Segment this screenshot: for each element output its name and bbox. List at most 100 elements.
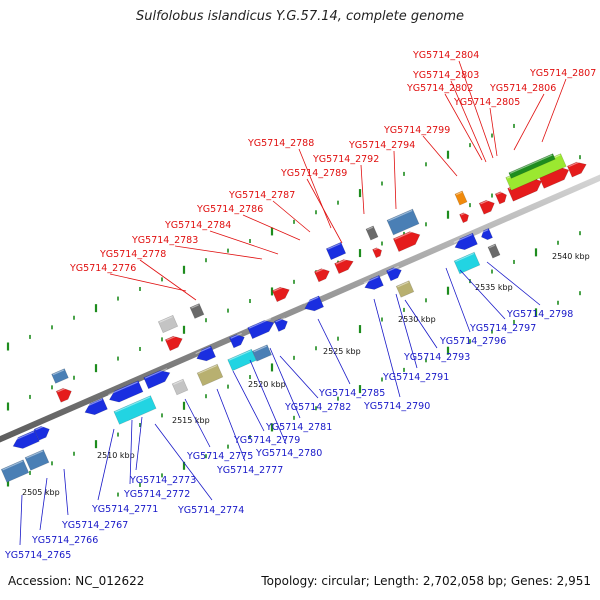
leader-line bbox=[317, 318, 351, 385]
leader-line bbox=[154, 423, 213, 501]
gene-label-top: YG5714_2805 bbox=[453, 97, 520, 108]
dark-gene-feature bbox=[189, 303, 205, 319]
kbp-label: 2540 kbp bbox=[552, 252, 590, 261]
gene-label-bottom: YG5714_2773 bbox=[129, 475, 196, 486]
steel-gene-feature bbox=[386, 208, 420, 236]
gene-label-top: YG5714_2802 bbox=[406, 83, 473, 94]
gene-label-bottom: YG5714_2781 bbox=[265, 422, 332, 433]
gene-label-bottom: YG5714_2797 bbox=[469, 323, 536, 334]
leader-line bbox=[458, 60, 494, 159]
gene-label-top: YG5714_2806 bbox=[489, 83, 556, 94]
gene-label-bottom: YG5714_2798 bbox=[506, 309, 573, 320]
gene-label-bottom: YG5714_2782 bbox=[284, 402, 351, 413]
leader-line bbox=[97, 428, 115, 501]
gene-label-top: YG5714_2792 bbox=[312, 154, 379, 165]
blue-gene-feature bbox=[11, 429, 40, 449]
gene-label-bottom: YG5714_2766 bbox=[31, 535, 98, 546]
gene-label-top: YG5714_2807 bbox=[529, 68, 596, 79]
gene-label-top: YG5714_2789 bbox=[280, 168, 347, 179]
leader-line bbox=[129, 419, 133, 485]
leader-line bbox=[184, 398, 211, 448]
kbp-label: 2510 kbp bbox=[97, 451, 135, 460]
blue-gene-feature bbox=[143, 368, 171, 390]
gene-label-bottom: YG5714_2785 bbox=[318, 388, 385, 399]
blue-gene-feature bbox=[273, 317, 288, 332]
blue-gene-feature bbox=[108, 380, 144, 403]
steel-gene-feature bbox=[51, 368, 69, 384]
leader-line bbox=[486, 261, 541, 306]
gene-label-bottom: YG5714_2771 bbox=[91, 504, 158, 515]
leader-line bbox=[459, 269, 506, 320]
red-gene-feature bbox=[566, 159, 587, 178]
tick-tracks: 2505 kbp 2510 kbp 2515 kbp 2520 kbp 2525 kbp… bbox=[6, 123, 590, 497]
green-gene-feature bbox=[508, 153, 556, 179]
gene-label-bottom: YG5714_2796 bbox=[439, 336, 506, 347]
gene-label-top: YG5714_2794 bbox=[348, 140, 415, 151]
leader-line bbox=[444, 93, 483, 161]
cyan-gene-feature bbox=[227, 348, 257, 372]
gene-label-top: YG5714_2787 bbox=[228, 190, 295, 201]
leader-line bbox=[63, 468, 69, 516]
leader-line bbox=[249, 359, 287, 445]
leader-line bbox=[139, 259, 197, 301]
genome-backbone bbox=[0, 174, 600, 443]
gene-label-bottom: YG5714_2791 bbox=[382, 372, 449, 383]
red-gene-feature bbox=[164, 334, 183, 352]
gene-label-top: YG5714_2804 bbox=[412, 50, 479, 61]
gene-labels: YG5714_2776 YG5714_2778 YG5714_2783 YG5714_… bbox=[4, 50, 596, 561]
leader-line bbox=[174, 245, 263, 260]
blue-gene-feature bbox=[247, 318, 275, 340]
leader-line bbox=[373, 298, 401, 398]
gene-label-top: YG5714_2783 bbox=[131, 235, 198, 246]
leader-line bbox=[489, 107, 498, 157]
kbp-label: 2515 kbp bbox=[172, 416, 210, 425]
khaki-gene-feature bbox=[196, 363, 224, 387]
leader-line bbox=[422, 135, 458, 177]
leader-line bbox=[279, 355, 319, 399]
kbp-label: 2535 kbp bbox=[475, 283, 513, 292]
blue-gene-feature bbox=[303, 295, 325, 312]
gene-label-bottom: YG5714_2779 bbox=[233, 435, 300, 446]
feature-layer bbox=[0, 153, 587, 483]
cyan-gene-feature bbox=[453, 251, 481, 275]
red-gene-feature bbox=[459, 212, 470, 224]
leader-line bbox=[298, 148, 332, 229]
gray-gene-feature bbox=[157, 314, 179, 334]
gene-label-top: YG5714_2803 bbox=[412, 70, 479, 81]
blue-gene-feature bbox=[363, 274, 384, 290]
leader-line bbox=[395, 293, 418, 369]
leader-line bbox=[393, 150, 397, 210]
gene-label-top: YG5714_2788 bbox=[247, 138, 314, 149]
leader-line bbox=[404, 299, 438, 349]
kbp-label: 2530 kbp bbox=[398, 315, 436, 324]
red-gene-feature bbox=[392, 229, 421, 253]
orange-gene-feature bbox=[454, 190, 468, 206]
blue-gene-feature bbox=[453, 232, 478, 251]
leader-line bbox=[216, 388, 246, 462]
dark-gene-feature bbox=[487, 243, 501, 259]
leader-line bbox=[19, 494, 23, 546]
gene-label-bottom: YG5714_2767 bbox=[61, 520, 128, 531]
genome-summary: Topology: circular; Length: 2,702,058 bp… bbox=[261, 574, 591, 588]
steel-gene-feature bbox=[0, 459, 30, 483]
blue-gene-feature bbox=[195, 345, 217, 362]
kbp-label: 2505 kbp bbox=[22, 488, 60, 497]
gene-label-bottom: YG5714_2793 bbox=[403, 352, 470, 363]
dark-gene-feature bbox=[365, 225, 379, 241]
blue-gene-feature bbox=[385, 265, 402, 282]
blue-gene-feature bbox=[325, 241, 347, 261]
red-gene-feature bbox=[313, 266, 330, 283]
leader-line bbox=[269, 347, 301, 419]
gene-label-top: YG5714_2784 bbox=[164, 220, 231, 231]
leader-line bbox=[272, 200, 311, 233]
leader-line bbox=[450, 80, 487, 163]
gene-label-bottom: YG5714_2777 bbox=[216, 465, 283, 476]
leader-line bbox=[232, 370, 265, 432]
kbp-label: 2520 kbp bbox=[248, 380, 286, 389]
leader-line bbox=[541, 78, 567, 143]
gene-label-top: YG5714_2799 bbox=[383, 125, 450, 136]
kbp-label: 2525 kbp bbox=[323, 347, 361, 356]
blue-gene-feature bbox=[83, 397, 108, 416]
gene-label-top: YG5714_2786 bbox=[196, 204, 263, 215]
